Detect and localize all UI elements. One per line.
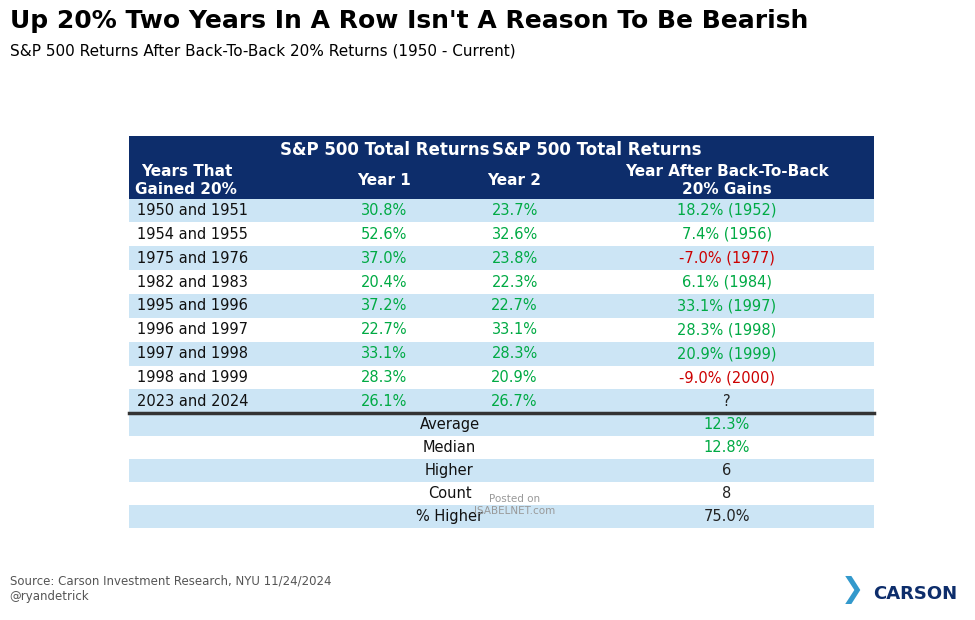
Bar [130, 389, 874, 414]
Bar [130, 270, 874, 294]
Text: 1975 and 1976: 1975 and 1976 [136, 250, 248, 266]
Bar [130, 162, 874, 198]
Text: 1996 and 1997: 1996 and 1997 [136, 322, 248, 337]
Text: 33.1%: 33.1% [362, 346, 408, 361]
Text: 1954 and 1955: 1954 and 1955 [136, 227, 248, 242]
Text: 28.3%: 28.3% [361, 370, 408, 385]
Text: CARSON: CARSON [873, 585, 956, 603]
Text: 12.8%: 12.8% [704, 440, 750, 455]
Text: 20.9%: 20.9% [491, 370, 538, 385]
Text: 30.8%: 30.8% [361, 203, 408, 218]
Bar [130, 294, 874, 318]
Text: 26.7%: 26.7% [491, 394, 538, 409]
Bar [130, 318, 874, 342]
Text: 26.1%: 26.1% [361, 394, 408, 409]
Text: 23.8%: 23.8% [491, 250, 538, 266]
Text: Average: Average [419, 417, 480, 432]
Text: Posted on
ISABELNET.com: Posted on ISABELNET.com [474, 494, 555, 516]
Text: Year 1: Year 1 [358, 173, 411, 188]
Text: % Higher: % Higher [416, 509, 483, 524]
Text: 1950 and 1951: 1950 and 1951 [136, 203, 248, 218]
Text: Median: Median [423, 440, 476, 455]
Bar [130, 459, 874, 482]
Bar [130, 366, 874, 389]
Text: Count: Count [428, 486, 471, 501]
Text: 18.2% (1952): 18.2% (1952) [677, 203, 776, 218]
Text: 23.7%: 23.7% [491, 203, 538, 218]
Bar [130, 223, 874, 246]
Text: 22.7%: 22.7% [361, 322, 408, 337]
Text: -9.0% (2000): -9.0% (2000) [679, 370, 775, 385]
Text: Higher: Higher [425, 463, 474, 478]
Text: 6: 6 [722, 463, 731, 478]
Text: 2023 and 2024: 2023 and 2024 [136, 394, 249, 409]
Text: 20.4%: 20.4% [361, 275, 408, 290]
Text: 7.4% (1956): 7.4% (1956) [682, 227, 772, 242]
Text: 6.1% (1984): 6.1% (1984) [682, 275, 772, 290]
Text: ❯: ❯ [840, 577, 864, 604]
Text: 1998 and 1999: 1998 and 1999 [136, 370, 248, 385]
Text: 33.1%: 33.1% [491, 322, 537, 337]
Text: 37.0%: 37.0% [361, 250, 408, 266]
Text: S&P 500 Returns After Back-To-Back 20% Returns (1950 - Current): S&P 500 Returns After Back-To-Back 20% R… [10, 43, 516, 58]
Text: Up 20% Two Years In A Row Isn't A Reason To Be Bearish: Up 20% Two Years In A Row Isn't A Reason… [10, 9, 808, 33]
Text: 1995 and 1996: 1995 and 1996 [136, 298, 248, 314]
Text: Years That
Gained 20%: Years That Gained 20% [136, 164, 237, 197]
Text: Source: Carson Investment Research, NYU 11/24/2024
@ryandetrick: Source: Carson Investment Research, NYU … [10, 575, 332, 603]
Text: 22.3%: 22.3% [491, 275, 538, 290]
Text: S&P 500 Total Returns: S&P 500 Total Returns [280, 141, 489, 159]
Bar [130, 136, 874, 162]
Text: S&P 500 Total Returns: S&P 500 Total Returns [491, 141, 701, 159]
Bar [130, 482, 874, 505]
Text: -7.0% (1977): -7.0% (1977) [679, 250, 775, 266]
Text: 75.0%: 75.0% [704, 509, 750, 524]
Bar [130, 436, 874, 459]
Bar [130, 246, 874, 270]
Text: 37.2%: 37.2% [361, 298, 408, 314]
Text: 1982 and 1983: 1982 and 1983 [136, 275, 248, 290]
Bar [130, 414, 874, 436]
Text: 1997 and 1998: 1997 and 1998 [136, 346, 248, 361]
Text: 28.3% (1998): 28.3% (1998) [677, 322, 776, 337]
Text: 22.7%: 22.7% [491, 298, 538, 314]
Text: ?: ? [722, 394, 730, 409]
Text: 12.3%: 12.3% [704, 417, 750, 432]
Text: 52.6%: 52.6% [361, 227, 408, 242]
Text: 32.6%: 32.6% [491, 227, 538, 242]
Text: 33.1% (1997): 33.1% (1997) [678, 298, 776, 314]
Text: 28.3%: 28.3% [491, 346, 538, 361]
Bar [130, 505, 874, 528]
Text: Year 2: Year 2 [488, 173, 541, 188]
Text: Year After Back-To-Back
20% Gains: Year After Back-To-Back 20% Gains [625, 164, 829, 197]
Bar [130, 342, 874, 366]
Text: 20.9% (1999): 20.9% (1999) [677, 346, 776, 361]
Text: 8: 8 [722, 486, 731, 501]
Bar [130, 198, 874, 223]
